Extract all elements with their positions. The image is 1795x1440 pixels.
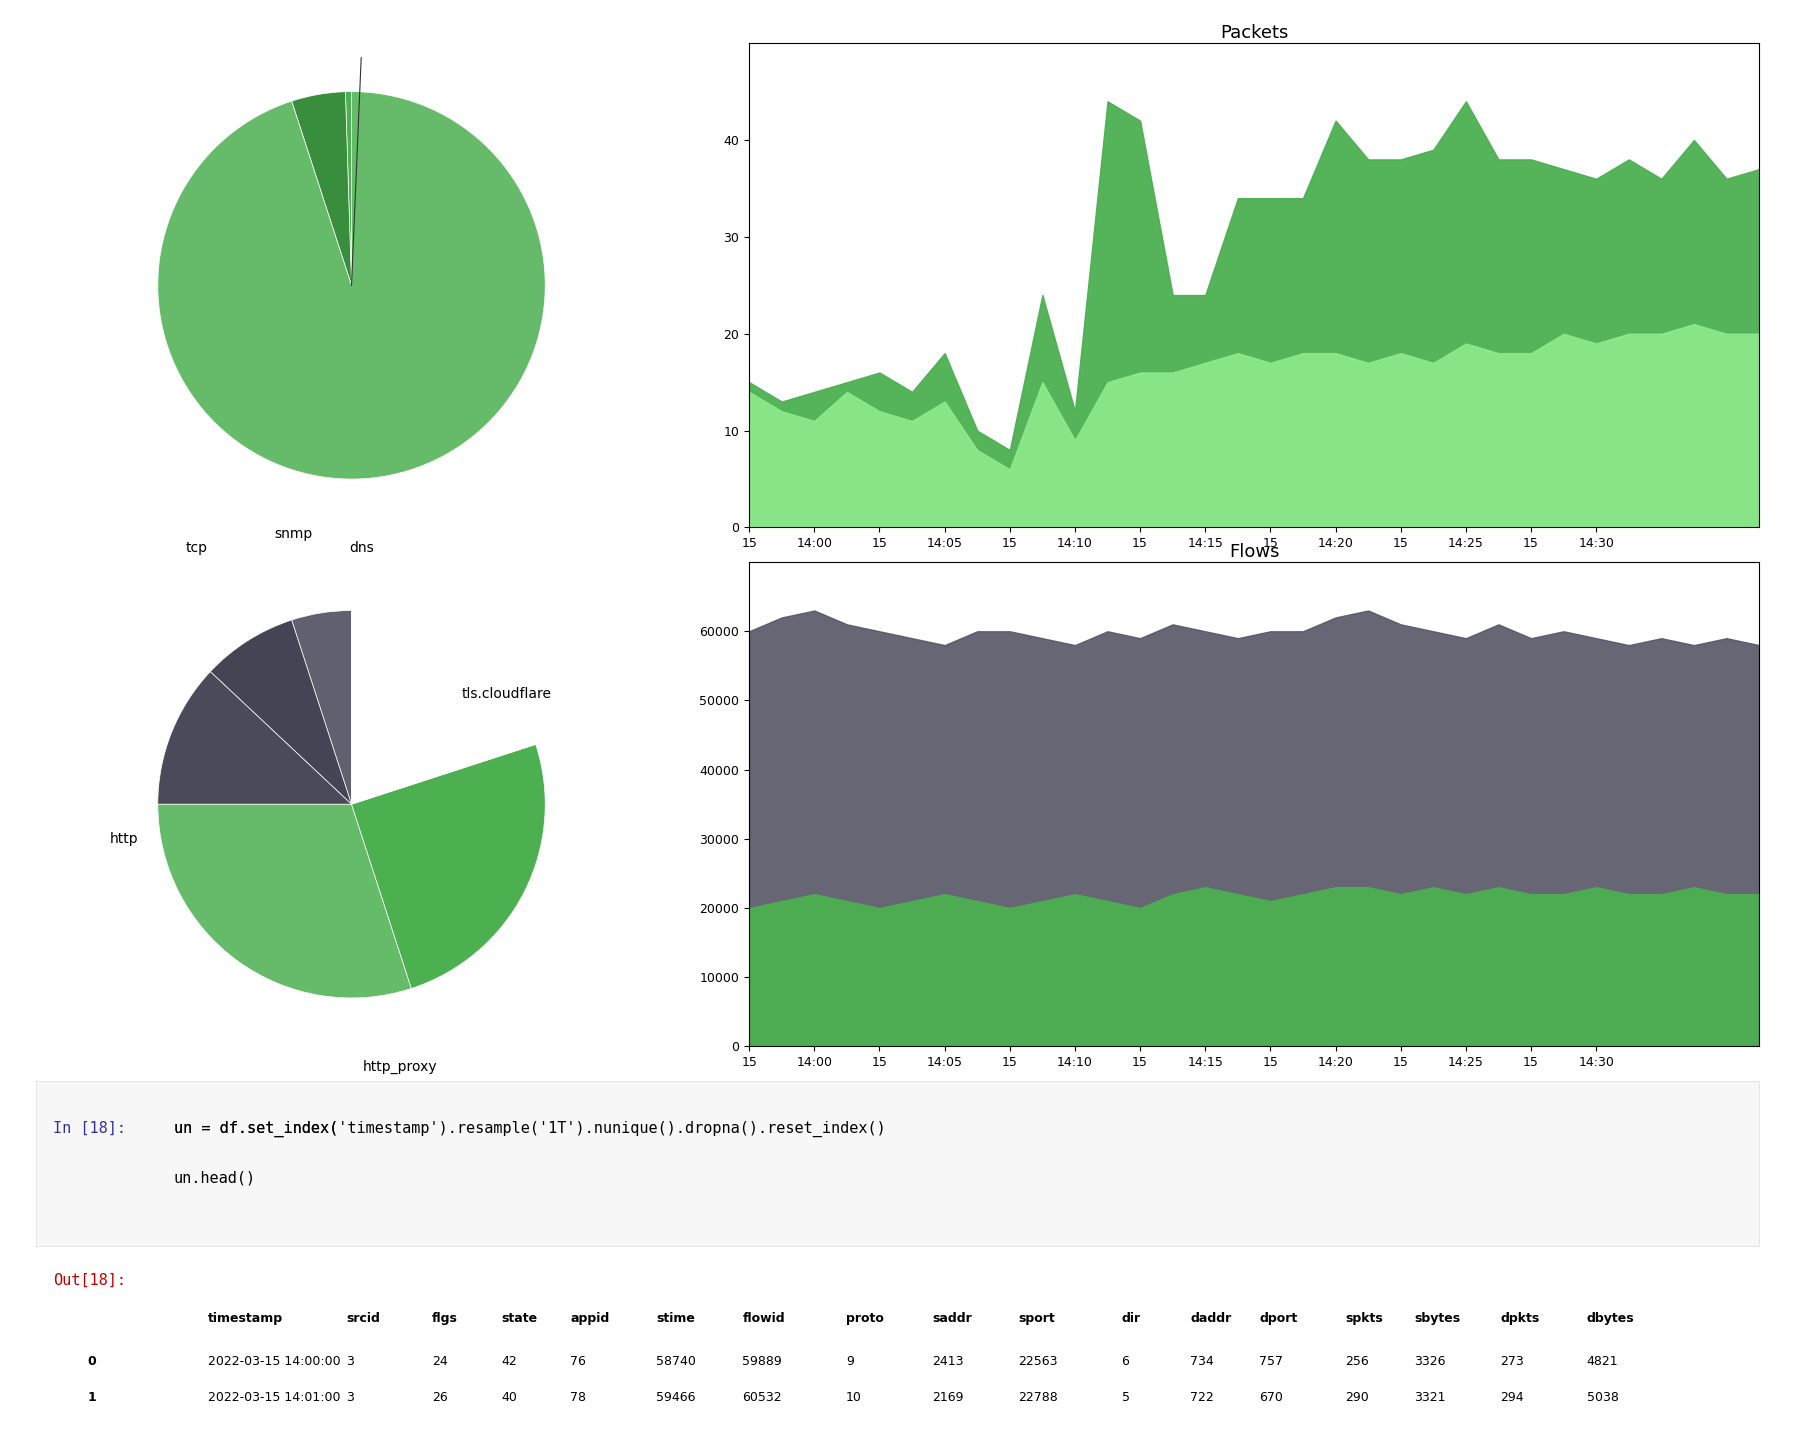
Text: 2169: 2169 xyxy=(932,1391,964,1404)
Text: 60532: 60532 xyxy=(743,1391,783,1404)
Text: 22563: 22563 xyxy=(1018,1355,1057,1368)
Text: state: state xyxy=(501,1312,537,1325)
Text: stime: stime xyxy=(657,1312,695,1325)
Text: 290: 290 xyxy=(1346,1391,1370,1404)
Wedge shape xyxy=(345,92,352,285)
Title: Packets: Packets xyxy=(1221,23,1289,42)
FancyBboxPatch shape xyxy=(36,1081,1759,1246)
Wedge shape xyxy=(291,92,352,285)
Text: 5: 5 xyxy=(1122,1391,1129,1404)
Text: 757: 757 xyxy=(1260,1355,1283,1368)
Text: dpkts: dpkts xyxy=(1501,1312,1540,1325)
Text: 9: 9 xyxy=(845,1355,854,1368)
Text: dir: dir xyxy=(1122,1312,1140,1325)
Text: 722: 722 xyxy=(1190,1391,1213,1404)
Wedge shape xyxy=(352,611,535,805)
Text: flgs: flgs xyxy=(433,1312,458,1325)
Text: sport: sport xyxy=(1018,1312,1055,1325)
Text: un.head(): un.head() xyxy=(174,1171,257,1185)
Text: 6: 6 xyxy=(1122,1355,1129,1368)
Text: In [18]:: In [18]: xyxy=(54,1120,126,1136)
Text: http_proxy: http_proxy xyxy=(363,1060,438,1074)
Text: 59466: 59466 xyxy=(657,1391,696,1404)
Text: 24: 24 xyxy=(433,1355,449,1368)
Text: 2022-03-15 14:00:00: 2022-03-15 14:00:00 xyxy=(208,1355,341,1368)
Text: 3: 3 xyxy=(346,1391,354,1404)
Text: 5038: 5038 xyxy=(1587,1391,1619,1404)
Text: 58740: 58740 xyxy=(657,1355,696,1368)
Text: 4821: 4821 xyxy=(1587,1355,1619,1368)
Text: saddr: saddr xyxy=(932,1312,971,1325)
Text: 256: 256 xyxy=(1346,1355,1370,1368)
Text: appid: appid xyxy=(571,1312,609,1325)
Text: flowid: flowid xyxy=(743,1312,784,1325)
Text: 3321: 3321 xyxy=(1414,1391,1447,1404)
Text: 670: 670 xyxy=(1260,1391,1283,1404)
Text: 3326: 3326 xyxy=(1414,1355,1447,1368)
Title: Flows: Flows xyxy=(1230,543,1280,560)
Text: 42: 42 xyxy=(501,1355,517,1368)
Wedge shape xyxy=(352,744,546,988)
Text: spkts: spkts xyxy=(1346,1312,1384,1325)
Text: Out[18]:: Out[18]: xyxy=(54,1273,126,1287)
Text: sbytes: sbytes xyxy=(1414,1312,1461,1325)
Text: http: http xyxy=(109,832,138,845)
Text: proto: proto xyxy=(845,1312,883,1325)
Wedge shape xyxy=(158,92,546,480)
Text: 40: 40 xyxy=(501,1391,517,1404)
Wedge shape xyxy=(158,805,411,998)
Text: 273: 273 xyxy=(1501,1355,1524,1368)
Text: snmp: snmp xyxy=(275,527,312,541)
Text: tcp: tcp xyxy=(185,540,208,554)
Text: 294: 294 xyxy=(1501,1391,1524,1404)
Text: dport: dport xyxy=(1260,1312,1298,1325)
Text: 2413: 2413 xyxy=(932,1355,964,1368)
Text: 0: 0 xyxy=(88,1355,97,1368)
Text: 22788: 22788 xyxy=(1018,1391,1057,1404)
Text: timestamp: timestamp xyxy=(208,1312,284,1325)
Text: un = df.set_index('timestamp').resample('1T').nunique().dropna().reset_index(): un = df.set_index('timestamp').resample(… xyxy=(174,1120,885,1136)
Text: daddr: daddr xyxy=(1190,1312,1231,1325)
Text: tls.cloudflare: tls.cloudflare xyxy=(461,687,551,701)
Text: dbytes: dbytes xyxy=(1587,1312,1635,1325)
Text: 26: 26 xyxy=(433,1391,449,1404)
Text: un = df.set_index(: un = df.set_index( xyxy=(174,1120,337,1136)
Text: srcid: srcid xyxy=(346,1312,381,1325)
Text: 78: 78 xyxy=(571,1391,587,1404)
Text: 76: 76 xyxy=(571,1355,585,1368)
Wedge shape xyxy=(158,671,352,805)
Text: 3: 3 xyxy=(346,1355,354,1368)
Text: 2022-03-15 14:01:00: 2022-03-15 14:01:00 xyxy=(208,1391,341,1404)
Text: 734: 734 xyxy=(1190,1355,1213,1368)
Text: 1: 1 xyxy=(88,1391,97,1404)
Text: 10: 10 xyxy=(845,1391,862,1404)
Wedge shape xyxy=(210,621,352,805)
Text: 59889: 59889 xyxy=(743,1355,783,1368)
Text: dns: dns xyxy=(348,541,373,556)
Wedge shape xyxy=(291,611,352,805)
